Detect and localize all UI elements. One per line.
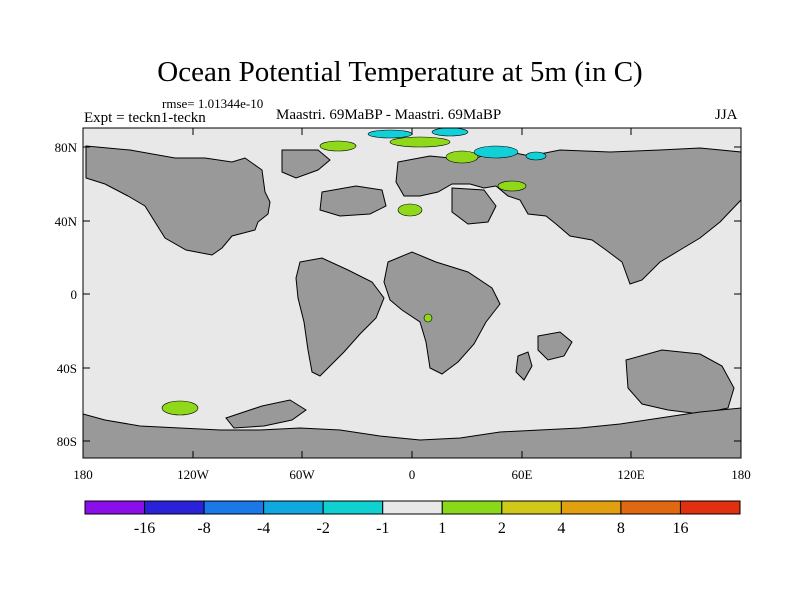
land-greenland [281, 149, 331, 179]
land-eurasia [395, 147, 742, 285]
y-tick-label-80s: 80S [57, 434, 77, 449]
x-tick-label-60e: 60E [512, 467, 533, 482]
anomaly-green-caspian [497, 180, 527, 192]
y-tick-label-40n: 40N [55, 214, 78, 229]
land-south-america [295, 257, 385, 377]
colorbar-swatch [560, 500, 622, 515]
colorbar-label: -8 [197, 520, 210, 537]
anomaly-green-arctic-1 [319, 140, 357, 152]
land-australia [625, 349, 735, 415]
map-panel: 80N 40N 0 40S 80S 180 120W 60W 0 60E 120… [55, 127, 751, 482]
land-north-america [85, 145, 271, 256]
land-india [537, 331, 573, 361]
x-tick-label-180w: 180 [73, 467, 93, 482]
anomaly-cyan-arctic-1 [367, 129, 413, 139]
colorbar-swatch [501, 500, 562, 515]
colorbar-swatch [441, 500, 503, 515]
x-tick-label-180e: 180 [731, 467, 751, 482]
colorbar-swatch [679, 500, 741, 515]
colorbar-label: 8 [617, 520, 625, 537]
colorbar-swatch [203, 500, 265, 515]
plot-title: Ocean Potential Temperature at 5m (in C) [157, 56, 643, 88]
land-middle-east [451, 187, 497, 225]
comparison-label: Maastri. 69MaBP - Maastri. 69MaBP [276, 107, 502, 123]
rmse-label: rmse= 1.01344e-10 [162, 96, 264, 111]
anomaly-green-gulf-guinea [423, 313, 433, 323]
colorbar-swatch [144, 500, 205, 515]
colorbar-label: 2 [498, 520, 506, 537]
x-tick-label-120w: 120W [177, 467, 210, 482]
anomaly-cyan-arctic-4 [525, 151, 547, 161]
colorbar-label: 16 [672, 520, 688, 537]
anomaly-patches [161, 127, 547, 416]
land-madagascar [515, 351, 533, 381]
x-tick-label-0: 0 [409, 467, 416, 482]
x-tick-label-120e: 120E [617, 467, 645, 482]
land-europe-island [319, 185, 387, 217]
colorbar-swatch [263, 500, 324, 515]
anomaly-green-arctic-3 [445, 150, 479, 164]
colorbar-label: -16 [134, 520, 155, 537]
y-tick-label-0: 0 [71, 287, 78, 302]
season-label: JJA [715, 107, 738, 123]
colorbar: -16 -8 -4 -2 -1 1 2 4 8 16 [84, 500, 741, 537]
experiment-label: Expt = teckn1-teckn [84, 110, 206, 126]
colorbar-label: -4 [257, 520, 270, 537]
y-axis-labels: 80N 40N 0 40S 80S [55, 140, 78, 449]
colorbar-label: 1 [438, 520, 446, 537]
land-antarctic-peninsula [225, 399, 307, 429]
colorbar-label: 4 [557, 520, 565, 537]
anomaly-cyan-arctic-2 [431, 127, 469, 137]
colorbar-swatch [382, 500, 443, 515]
x-tick-label-60w: 60W [289, 467, 315, 482]
y-tick-label-80n: 80N [55, 140, 78, 155]
axis-ticks [83, 128, 741, 458]
colorbar-swatch [322, 500, 384, 515]
colorbar-label: -2 [317, 520, 330, 537]
anomaly-green-europe [397, 203, 423, 217]
x-axis-labels: 180 120W 60W 0 60E 120E 180 [73, 467, 751, 482]
anomaly-green-south-pacific [161, 400, 199, 416]
land-africa [383, 251, 501, 375]
colorbar-label: -1 [376, 520, 389, 537]
colorbar-swatch [84, 500, 146, 515]
land-masses [82, 145, 742, 459]
y-tick-label-40s: 40S [57, 361, 77, 376]
colorbar-swatch [620, 500, 681, 515]
anomaly-cyan-arctic-3 [473, 145, 519, 159]
anomaly-green-arctic-2 [389, 136, 451, 148]
land-antarctica [82, 407, 742, 459]
